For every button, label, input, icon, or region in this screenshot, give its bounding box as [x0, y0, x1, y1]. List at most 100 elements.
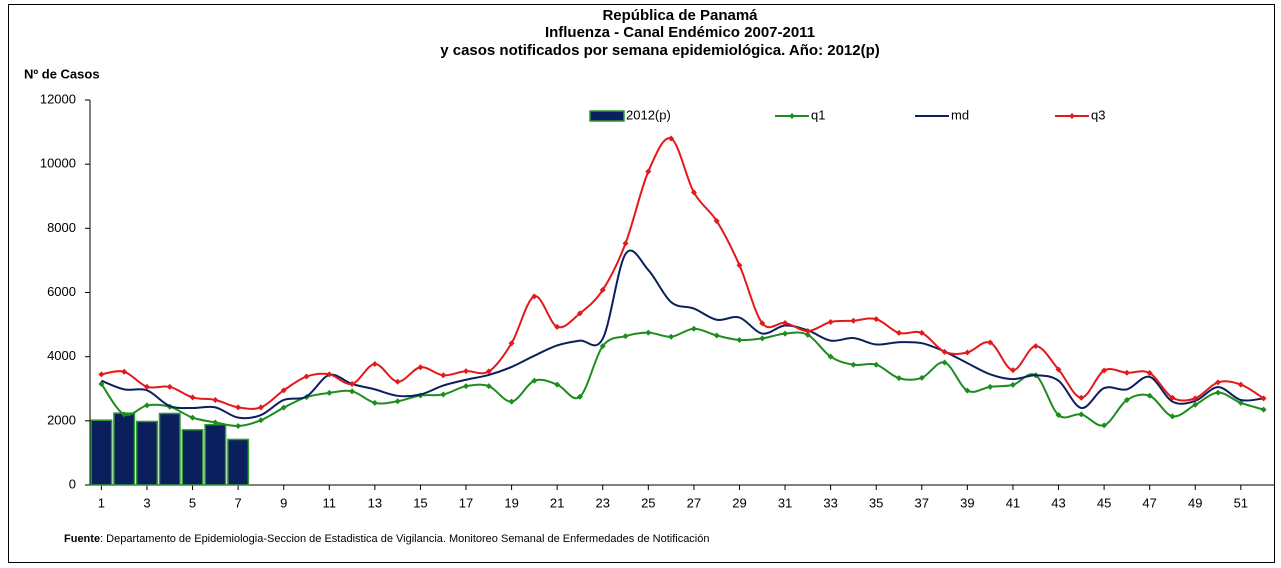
x-tick-label: 27	[687, 495, 701, 510]
marker	[235, 404, 242, 411]
y-tick-label: 8000	[47, 220, 76, 235]
x-tick-label: 23	[596, 495, 610, 510]
marker	[987, 383, 994, 390]
marker	[1260, 395, 1267, 402]
bar	[90, 419, 113, 486]
marker	[1169, 413, 1176, 420]
marker	[668, 333, 675, 340]
marker	[576, 310, 583, 317]
marker	[1237, 399, 1244, 406]
marker	[189, 414, 196, 421]
marker	[1146, 370, 1153, 377]
marker	[326, 389, 333, 396]
marker	[1009, 381, 1016, 388]
legend-label: q1	[811, 107, 825, 122]
x-tick-label: 41	[1006, 495, 1020, 510]
bar	[204, 423, 227, 486]
x-tick-label: 11	[323, 495, 337, 510]
marker	[1101, 367, 1108, 374]
line	[101, 137, 1265, 410]
marker	[371, 361, 378, 368]
chart-title: República de Panamá	[602, 7, 758, 24]
y-tick-label: 6000	[47, 284, 76, 299]
marker	[1055, 366, 1062, 373]
marker	[736, 336, 743, 343]
marker	[189, 394, 196, 401]
marker	[804, 328, 811, 334]
marker	[759, 320, 766, 327]
marker	[1123, 396, 1130, 403]
marker	[599, 286, 606, 293]
marker	[622, 240, 629, 247]
marker	[508, 340, 515, 347]
y-tick-label: 4000	[47, 348, 76, 363]
marker	[463, 383, 470, 390]
marker	[599, 343, 606, 350]
x-tick-label: 29	[732, 495, 746, 510]
marker	[440, 391, 447, 398]
source-text: : Departamento de Epidemiologia-Seccion …	[100, 533, 709, 545]
marker	[850, 317, 857, 324]
y-tick-label: 2000	[47, 412, 76, 427]
marker	[349, 388, 356, 395]
x-tick-label: 7	[235, 495, 242, 510]
x-tick-label: 49	[1188, 495, 1202, 510]
bar	[227, 438, 250, 486]
x-tick-label: 35	[869, 495, 883, 510]
marker	[121, 368, 128, 375]
marker	[1192, 395, 1199, 402]
marker	[736, 262, 743, 269]
x-tick-label: 21	[550, 495, 564, 510]
x-tick-label: 5	[189, 495, 196, 510]
marker	[759, 335, 766, 342]
marker	[1237, 381, 1244, 388]
marker	[713, 217, 720, 224]
bar	[135, 420, 158, 486]
marker	[941, 359, 948, 366]
x-tick-label: 43	[1051, 495, 1065, 510]
legend-label: md	[951, 107, 969, 122]
marker	[280, 404, 287, 411]
marker	[690, 325, 697, 332]
marker	[1146, 392, 1153, 399]
x-tick-label: 9	[280, 495, 287, 510]
x-tick-label: 15	[413, 495, 427, 510]
marker	[280, 387, 287, 394]
marker	[417, 364, 424, 371]
marker	[622, 333, 629, 340]
marker	[1009, 367, 1016, 374]
marker	[1055, 412, 1062, 419]
line	[101, 249, 1264, 420]
marker	[440, 372, 447, 379]
marker	[690, 189, 697, 196]
marker	[98, 371, 105, 378]
marker	[827, 319, 834, 326]
marker	[554, 323, 561, 330]
marker	[485, 368, 492, 375]
marker	[782, 319, 789, 326]
marker	[303, 373, 310, 380]
line	[100, 327, 1264, 427]
marker	[212, 396, 219, 403]
marker	[1169, 394, 1176, 401]
x-tick-label: 17	[459, 495, 473, 510]
marker	[987, 339, 994, 346]
x-tick-label: 25	[641, 495, 655, 510]
bar	[158, 412, 181, 486]
marker	[918, 329, 925, 336]
marker	[98, 380, 105, 387]
marker	[1078, 394, 1085, 401]
marker	[554, 381, 561, 388]
x-tick-label: 47	[1142, 495, 1156, 510]
marker	[463, 368, 470, 375]
marker	[371, 399, 378, 406]
marker	[918, 374, 925, 381]
legend-swatch	[589, 110, 625, 122]
marker	[1192, 401, 1199, 408]
x-tick-label: 13	[368, 495, 382, 510]
marker	[1260, 406, 1267, 413]
marker	[827, 353, 834, 360]
source-label: Fuente	[64, 533, 100, 545]
